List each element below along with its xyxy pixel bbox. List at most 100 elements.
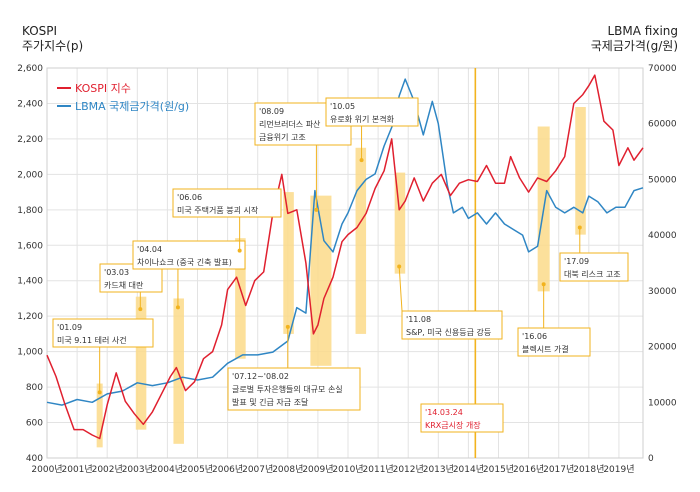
annotation-callout: '17.09 대북 리스크 고조	[559, 225, 629, 282]
annotation-pointer	[398, 266, 403, 312]
annotation-text: '10.05	[330, 102, 355, 111]
annotation-box	[52, 318, 154, 348]
annotation-callout: '16.06 블렉시트 가결	[517, 282, 591, 357]
right-tick-label: 70000	[648, 64, 677, 74]
right-tick-label: 50000	[648, 175, 677, 185]
x-tick-label: 2014년	[453, 464, 484, 475]
left-tick-label: 1,600	[17, 241, 43, 251]
annotation-dot	[285, 324, 290, 329]
left-tick-label: 2,600	[17, 64, 43, 74]
annotation-text: '06.06	[177, 193, 202, 202]
x-tick-label: 2005년	[182, 464, 213, 475]
annotation-text: '11.08	[406, 315, 431, 324]
chart-svg: 400 600 800 1,000 1,200 1,400 1,600 1,800 2,000 2…	[17, 64, 677, 475]
x-tick-label: 2011년	[363, 464, 394, 475]
right-tick-label: 0	[648, 454, 654, 464]
right-tick-label: 20000	[648, 343, 677, 353]
annotation-text: '03.03	[104, 268, 129, 277]
left-tick-label: 1,400	[17, 277, 43, 287]
annotation-text: 블렉시트 가결	[522, 344, 569, 354]
left-tick-label: 1,800	[17, 206, 43, 216]
x-tick-label: 2007년	[242, 464, 273, 475]
annotation-box	[420, 403, 504, 433]
x-tick-label: 2003년	[122, 464, 153, 475]
annotation-box	[172, 188, 282, 218]
event-band	[96, 383, 103, 448]
annotation-text: '01.09	[57, 323, 82, 332]
annotation-text: 리먼브러더스 파산	[259, 119, 321, 129]
annotation-text: '08.09	[259, 107, 284, 116]
annotation-dot	[577, 225, 582, 230]
annotation-text: 미국 9.11 테러 사건	[57, 335, 127, 345]
annotation-dot	[314, 207, 319, 212]
annotation-text: 대북 리스크 고조	[564, 270, 621, 279]
left-tick-label: 2,000	[17, 170, 43, 180]
x-tick-label: 2017년	[543, 464, 574, 475]
left-tick-label: 2,400	[17, 99, 43, 109]
annotation-box	[517, 327, 591, 357]
event-band	[394, 172, 406, 274]
annotation-text: 금융위기 고조	[259, 133, 306, 142]
annotation-text: '17.09	[564, 257, 589, 266]
annotation-callout: '03.03 카드채 대란	[99, 263, 163, 312]
annotation-text: S&P, 미국 신용등급 강등	[406, 327, 491, 337]
left-tick-label: 600	[26, 419, 43, 429]
legend-lbma-label: LBMA 국제금가격(원/g)	[75, 100, 189, 113]
x-tick-label: 2015년	[483, 464, 514, 475]
x-tick-label: 2000년	[31, 464, 62, 475]
annotation-callout: '14.03.24 KRX금시장 개장	[420, 403, 504, 433]
annotation-box	[401, 310, 503, 340]
annotation-dot	[175, 305, 180, 310]
annotation-box	[325, 97, 419, 127]
event-band	[135, 296, 147, 430]
x-tick-label: 2002년	[92, 464, 123, 475]
annotation-callout: '04.04 차이나쇼크 (중국 긴축 발표)	[132, 240, 246, 310]
left-tick-label: 400	[26, 454, 43, 464]
annotation-callout: '11.08 S&P, 미국 신용등급 강등	[397, 264, 503, 340]
annotation-text: 미국 주택거품 붕괴 시작	[177, 205, 259, 215]
annotation-text: 차이나쇼크 (중국 긴축 발표)	[137, 257, 232, 267]
event-band	[235, 238, 246, 359]
annotation-text: 글로벌 투자은행들의 대규모 손실	[232, 384, 343, 394]
right-tick-label: 40000	[648, 231, 677, 241]
right-tick-label: 60000	[648, 120, 677, 130]
x-tick-label: 2010년	[332, 464, 363, 475]
event-band	[283, 192, 294, 334]
x-tick-label: 2009년	[302, 464, 333, 475]
right-tick-label: 30000	[648, 287, 677, 297]
annotation-text: 유로화 위기 본격화	[330, 114, 395, 124]
left-tick-label: 2,200	[17, 135, 43, 145]
annotation-box	[132, 240, 246, 270]
annotation-dot	[397, 264, 402, 269]
annotation-box	[559, 252, 629, 282]
annotation-callout: '01.09 미국 9.11 테러 사건	[52, 318, 154, 395]
plot-border	[46, 67, 644, 459]
x-tick-label: 2013년	[423, 464, 454, 475]
event-band	[575, 107, 586, 235]
right-axis-title: LBMA fixing 국제금가격(g/원)	[590, 24, 678, 53]
annotation-dot	[138, 307, 143, 312]
x-tick-label: 2006년	[212, 464, 243, 475]
event-band	[173, 298, 184, 444]
x-tick-label: 2019년	[603, 464, 634, 475]
right-tick-label: 10000	[648, 398, 677, 408]
chart-card: KOSPI 주가지수(p) LBMA fixing 국제금가격(g/원) 400…	[8, 6, 692, 486]
x-tick-label: 2001년	[62, 464, 93, 475]
annotation-text: '14.03.24	[425, 408, 463, 417]
annotation-text: '04.04	[137, 245, 162, 254]
annotation-text: KRX금시장 개장	[425, 420, 481, 430]
annotation-text: '16.06	[522, 332, 547, 341]
legend-kospi-label: KOSPI 지수	[75, 82, 131, 95]
x-tick-label: 2004년	[152, 464, 183, 475]
annotation-callout: '06.06 미국 주택거품 붕괴 시작	[172, 188, 282, 253]
kospi-series-line	[46, 74, 644, 440]
annotation-dot	[237, 248, 242, 253]
left-tick-label: 800	[26, 383, 43, 393]
x-tick-label: 2012년	[393, 464, 424, 475]
annotation-dot	[541, 282, 546, 287]
annotation-text: 발표 및 긴급 자금 조달	[232, 397, 309, 407]
event-band	[310, 195, 332, 366]
x-tick-label: 2016년	[513, 464, 544, 475]
left-tick-label: 1,000	[17, 348, 43, 358]
